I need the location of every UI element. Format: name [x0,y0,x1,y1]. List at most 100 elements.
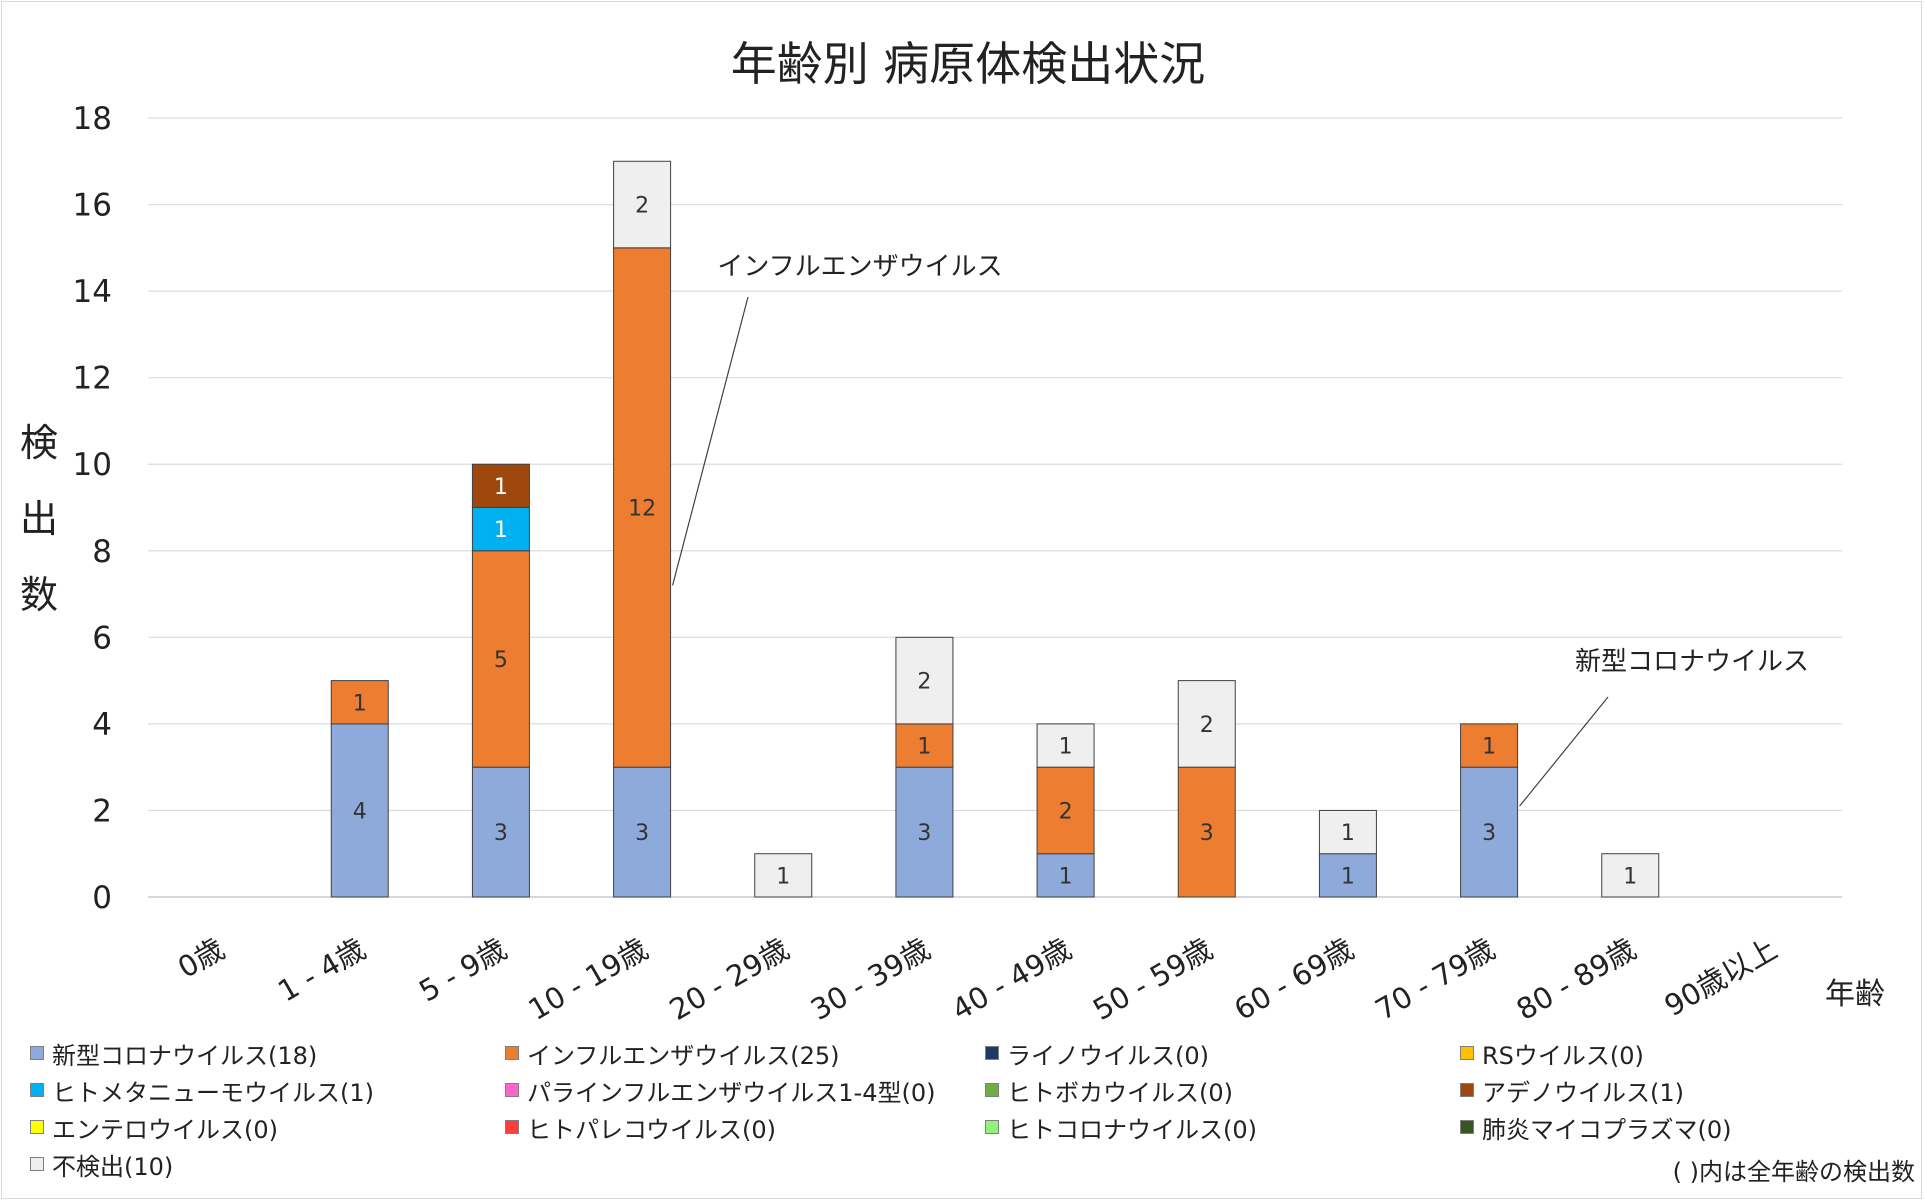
legend-swatch [505,1046,519,1060]
data-label: 2 [635,194,649,219]
x-tick-label: 10 - 19歳 [523,932,654,1027]
bar-segment [1177,680,1236,768]
legend-item: インフルエンザウイルス(25) [505,1036,840,1070]
legend-label: ヒトコロナウイルス(0) [1007,1115,1257,1144]
x-tick-label: 90歳以上 [1659,932,1783,1023]
bar-segment [754,853,813,898]
data-label: 1 [1059,864,1073,889]
data-label: 1 [1341,864,1355,889]
data-label: 1 [1341,821,1355,846]
data-label: 3 [1200,821,1214,846]
legend-label: アデノウイルス(1) [1482,1078,1684,1107]
data-label: 3 [635,821,649,846]
x-tick-label: 50 - 59歳 [1087,932,1218,1027]
data-label: 2 [917,670,931,695]
legend-label: インフルエンザウイルス(25) [527,1041,840,1070]
bar-segment [613,160,672,249]
x-tick-label: 70 - 79歳 [1370,932,1501,1027]
data-label: 3 [917,821,931,846]
bar-segment [613,247,672,768]
legend-item: パラインフルエンザウイルス1-4型(0) [505,1073,935,1107]
y-tick-label: 18 [73,101,112,137]
legend-label: ヒトボカウイルス(0) [1007,1078,1233,1107]
legend-label: 不検出(10) [52,1152,174,1181]
bar-segment [1460,766,1519,898]
y-tick-label: 10 [73,447,112,483]
y-axis-label: 検出数 [20,421,58,617]
bar-segment [1036,766,1095,855]
y-tick-label: 14 [73,274,112,310]
y-tick-label: 2 [92,793,112,829]
data-label: 3 [1482,821,1496,846]
legend-item: エンテロウイルス(0) [30,1110,278,1144]
data-label: 1 [1059,735,1073,760]
legend-label: パラインフルエンザウイルス1-4型(0) [527,1078,936,1107]
legend-item: ヒトボカウイルス(0) [985,1073,1233,1107]
data-label: 1 [917,735,931,760]
x-tick-label: 5 - 9歳 [413,932,512,1009]
legend-label: ヒトメタニューモウイルス(1) [52,1078,374,1107]
legend-item: 肺炎マイコプラズマ(0) [1460,1110,1732,1144]
y-tick-label: 16 [73,188,112,224]
legend-swatch [505,1083,519,1097]
data-label: 2 [1200,713,1214,738]
legend-label: エンテロウイルス(0) [52,1115,278,1144]
y-tick-label: 6 [92,620,112,656]
annotation-leader-line [1519,696,1609,807]
legend-swatch [1460,1046,1474,1060]
bar-segment [895,723,954,768]
chart-title: 年齢別 病原体検出状況 [731,37,1206,91]
x-tick-label: 40 - 49歳 [946,932,1077,1027]
annotation-label: 新型コロナウイルス [1575,647,1809,677]
data-label: 12 [628,497,656,522]
data-label: 1 [1623,864,1637,889]
bar-segment [895,766,954,898]
x-tick-label: 1 - 4歳 [272,932,371,1009]
legend-item: ヒトメタニューモウイルス(1) [30,1073,374,1107]
bar-segment [471,463,530,509]
bar-segment [1318,809,1377,855]
data-label: 1 [776,864,790,889]
legend-swatch [1460,1083,1474,1097]
legend-item: 新型コロナウイルス(18) [30,1036,317,1070]
x-tick-label: 80 - 89歳 [1511,932,1642,1027]
annotation-leader-line [672,296,749,586]
bar-segment [1601,853,1660,898]
annotation-label: インフルエンザウイルス [717,252,1002,282]
legend-swatch [30,1157,44,1171]
legend-item: 不検出(10) [30,1147,173,1181]
y-tick-label: 12 [73,361,112,397]
legend-swatch [985,1083,999,1097]
legend-swatch [30,1083,44,1097]
legend-swatch [30,1120,44,1134]
y-tick-label: 4 [92,707,112,743]
data-label: 5 [494,648,508,673]
legend-swatch [505,1120,519,1134]
y-tick-label: 8 [92,534,112,570]
legend-label: ヒトパレコウイルス(0) [527,1115,777,1144]
bar-segment [471,550,530,768]
legend-item: RSウイルス(0) [1460,1036,1644,1070]
x-tick-label: 0歳 [172,932,230,985]
legend-swatch [985,1120,999,1134]
legend-item: ライノウイルス(0) [985,1036,1209,1070]
bar-segment [471,766,530,898]
legend-label: 新型コロナウイルス(18) [52,1041,318,1070]
footnote: ( )内は全年齢の検出数 [1672,1158,1915,1186]
bar-segment [471,507,530,552]
stacked-bar-chart: 年齢別 病原体検出状況024681012141618検出数年齢413511312… [20,37,1885,1027]
legend-item: ヒトパレコウイルス(0) [505,1110,776,1144]
bar-segment [1177,766,1236,898]
data-label: 1 [494,475,508,500]
x-tick-label: 60 - 69歳 [1228,932,1359,1027]
data-label: 1 [1482,735,1496,760]
legend-item: アデノウイルス(1) [1460,1073,1684,1107]
legend-swatch [30,1046,44,1060]
data-label: 3 [494,821,508,846]
bar-segment [1460,723,1519,768]
legend-swatch [985,1046,999,1060]
legend-label: RSウイルス(0) [1482,1041,1644,1070]
legend-swatch [1460,1120,1474,1134]
bar-segment [330,723,389,898]
y-tick-label: 0 [92,880,112,916]
